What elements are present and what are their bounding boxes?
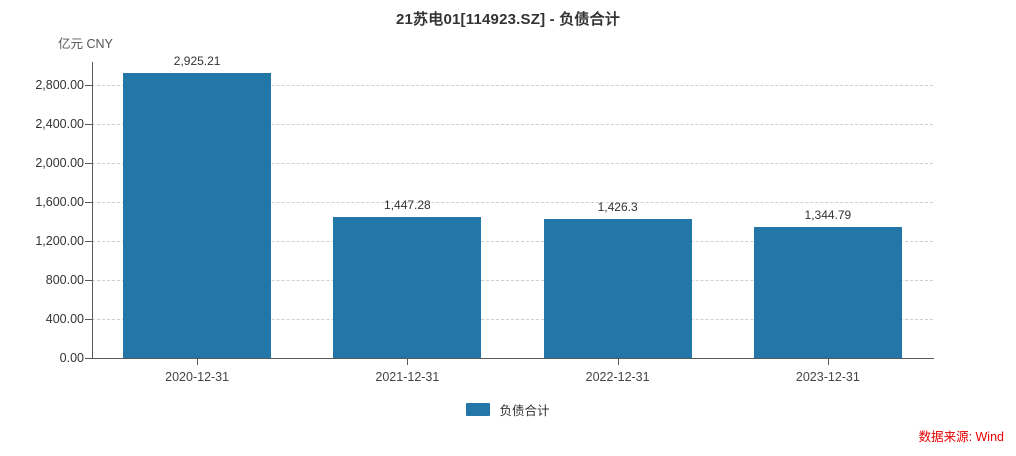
bar-value-label: 1,447.28 bbox=[384, 197, 431, 212]
x-axis-tick-label: 2023-12-31 bbox=[795, 370, 860, 384]
y-axis-tick-mark bbox=[85, 358, 92, 359]
y-axis-tick-label: 1,200.00 bbox=[35, 234, 84, 248]
bar-value-label: 2,925.21 bbox=[173, 53, 221, 68]
y-axis-tick-labels: 0.00 400.00 800.00 1,200.00 1,600.00 2,000.00… bbox=[0, 0, 84, 456]
y-axis-tick-label: 0.00 bbox=[59, 351, 84, 365]
chart-title: 21苏电01[114923.SZ] - 负债合计 bbox=[395, 11, 621, 28]
gridline bbox=[92, 319, 933, 320]
y-axis-tick-mark bbox=[85, 202, 92, 203]
gridline bbox=[92, 202, 933, 203]
y-axis-tick-mark bbox=[85, 241, 92, 242]
plot-area: 2,925.21 1,447.28 1,426.3 1,344.79 bbox=[92, 54, 933, 358]
bar[interactable] bbox=[543, 218, 692, 358]
y-axis-tick-label: 800.00 bbox=[45, 273, 84, 287]
x-axis-tick-mark bbox=[407, 358, 409, 365]
gridline bbox=[92, 85, 933, 86]
bar[interactable] bbox=[333, 216, 482, 358]
x-axis-tick-label: 2022-12-31 bbox=[585, 370, 650, 384]
y-axis-tick-label: 2,800.00 bbox=[35, 78, 84, 92]
gridline bbox=[92, 163, 933, 164]
y-axis-tick-mark bbox=[85, 163, 92, 164]
legend-swatch-icon bbox=[466, 403, 491, 416]
y-axis-tick-mark bbox=[85, 85, 92, 86]
y-axis-tick-mark bbox=[85, 319, 92, 320]
x-axis-tick-label: 2020-12-31 bbox=[165, 370, 230, 384]
x-axis-tick-mark bbox=[617, 358, 619, 365]
y-axis-tick-mark bbox=[85, 280, 92, 281]
x-axis-line bbox=[92, 358, 934, 359]
bar[interactable] bbox=[123, 72, 272, 358]
legend-item-label: 负债合计 bbox=[499, 404, 550, 418]
x-axis-tick-mark bbox=[197, 358, 199, 365]
chart-legend[interactable]: 负债合计 bbox=[0, 400, 1016, 419]
gridline bbox=[92, 280, 933, 281]
gridline bbox=[92, 241, 933, 242]
y-axis-tick-label: 2,400.00 bbox=[35, 117, 84, 131]
bar[interactable] bbox=[753, 226, 902, 358]
y-axis-tick-label: 1,600.00 bbox=[35, 195, 84, 209]
gridline bbox=[92, 124, 933, 125]
y-axis-unit-label: 亿元 CNY bbox=[58, 37, 113, 51]
x-axis-tick-mark bbox=[827, 358, 829, 365]
y-axis-line bbox=[92, 62, 93, 359]
bar-value-label: 1,344.79 bbox=[804, 207, 852, 222]
data-source-note: 数据来源: Wind bbox=[918, 430, 1004, 444]
x-axis-tick-label: 2021-12-31 bbox=[375, 370, 440, 384]
y-axis-tick-label: 400.00 bbox=[45, 312, 84, 326]
y-axis-tick-mark bbox=[85, 124, 92, 125]
bar-value-label: 1,426.3 bbox=[597, 199, 638, 214]
y-axis-tick-label: 2,000.00 bbox=[35, 156, 84, 170]
